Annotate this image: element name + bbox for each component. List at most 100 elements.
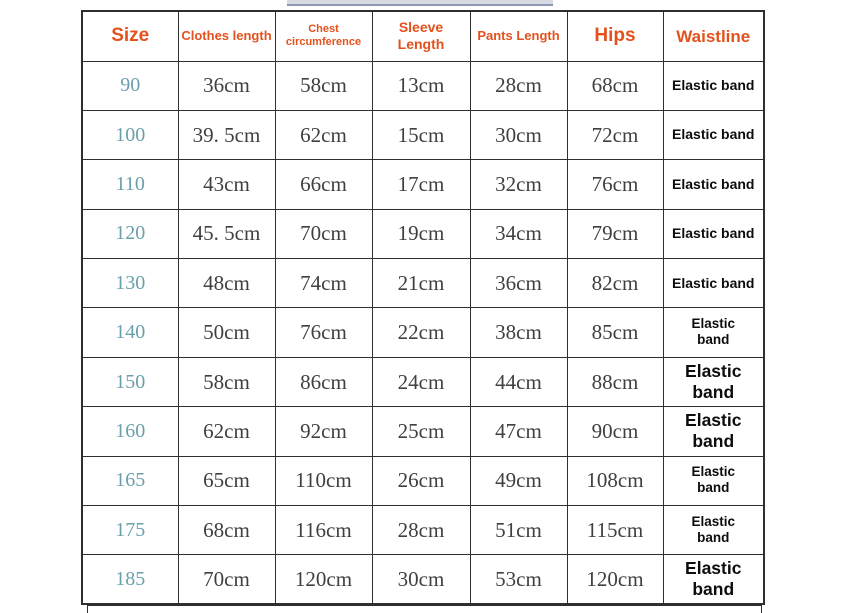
chest_circumference-cell: 66cm xyxy=(274,159,373,210)
table-row: 150 58cm 86cm 24cm 44cm 88cm Elastic band xyxy=(81,356,765,408)
size-table-body: 90 36cm 58cm 13cm 28cm 68cm Elastic band 100 39.… xyxy=(81,60,765,605)
waistline-value: Elastic band xyxy=(672,175,755,192)
size-chart-table: Size Clothes length Chest circumference Sle… xyxy=(81,10,765,606)
column-header-sleeve_length: Sleeve Length xyxy=(371,10,471,62)
clothes_length-cell: 48cm xyxy=(177,258,276,309)
waistline-value: Elastic band xyxy=(672,126,755,143)
size-cell: 140 xyxy=(81,307,179,358)
size-cell: 100 xyxy=(81,109,179,161)
chest_circumference-cell: 86cm xyxy=(274,356,373,408)
sleeve_length-cell: 28cm xyxy=(371,505,471,556)
table-row: 120 45. 5cm 70cm 19cm 34cm 79cm Elastic band xyxy=(81,208,765,260)
header-row: Size Clothes length Chest circumference Sle… xyxy=(81,10,765,62)
sleeve_length-cell: 25cm xyxy=(371,406,471,457)
column-header-pants_length: Pants Length xyxy=(469,10,568,62)
pants_length-cell: 28cm xyxy=(469,60,568,111)
waistline-value: Elastic band xyxy=(691,513,736,545)
hips-cell: 108cm xyxy=(566,455,664,507)
hips-cell: 68cm xyxy=(566,60,664,111)
chest_circumference-cell: 120cm xyxy=(274,554,373,605)
hips-cell: 115cm xyxy=(566,505,664,556)
size-cell: 130 xyxy=(81,258,179,309)
cropped-scrollbar-thumb xyxy=(287,0,553,6)
hips-cell: 90cm xyxy=(566,406,664,457)
table-row: 90 36cm 58cm 13cm 28cm 68cm Elastic band xyxy=(81,60,765,111)
table-row: 185 70cm 120cm 30cm 53cm 120cm Elastic band xyxy=(81,554,765,605)
column-header-hips: Hips xyxy=(566,10,664,62)
waistline-value: Elastic band xyxy=(685,360,742,402)
table-row: 130 48cm 74cm 21cm 36cm 82cm Elastic band xyxy=(81,258,765,309)
sleeve_length-cell: 19cm xyxy=(371,208,471,260)
waistline-value: Elastic band xyxy=(672,225,755,242)
sleeve_length-cell: 30cm xyxy=(371,554,471,605)
waistline-value: Elastic band xyxy=(691,464,736,496)
chest_circumference-cell: 110cm xyxy=(274,455,373,507)
waistline-value: Elastic band xyxy=(685,410,742,452)
chest_circumference-cell: 116cm xyxy=(274,505,373,556)
column-header-size: Size xyxy=(81,10,179,62)
column-header-clothes_length: Clothes length xyxy=(177,10,276,62)
waistline-cell: Elastic band xyxy=(662,356,765,408)
chest_circumference-cell: 70cm xyxy=(274,208,373,260)
chest_circumference-cell: 74cm xyxy=(274,258,373,309)
pants_length-cell: 44cm xyxy=(469,356,568,408)
table-row: 100 39. 5cm 62cm 15cm 30cm 72cm Elastic band xyxy=(81,109,765,161)
size-cell: 90 xyxy=(81,60,179,111)
clothes_length-cell: 62cm xyxy=(177,406,276,457)
waistline-cell: Elastic band xyxy=(662,258,765,309)
hips-cell: 72cm xyxy=(566,109,664,161)
pants_length-cell: 32cm xyxy=(469,159,568,210)
table-row: 175 68cm 116cm 28cm 51cm 115cm Elastic band xyxy=(81,505,765,556)
waistline-value: Elastic band xyxy=(685,558,742,600)
sleeve_length-cell: 24cm xyxy=(371,356,471,408)
pants_length-cell: 47cm xyxy=(469,406,568,457)
waistline-cell: Elastic band xyxy=(662,208,765,260)
clothes_length-cell: 50cm xyxy=(177,307,276,358)
pants_length-cell: 30cm xyxy=(469,109,568,161)
waistline-cell: Elastic band xyxy=(662,109,765,161)
sleeve_length-cell: 13cm xyxy=(371,60,471,111)
pants_length-cell: 34cm xyxy=(469,208,568,260)
clothes_length-cell: 39. 5cm xyxy=(177,109,276,161)
waistline-cell: Elastic band xyxy=(662,406,765,457)
chest_circumference-cell: 58cm xyxy=(274,60,373,111)
waistline-cell: Elastic band xyxy=(662,455,765,507)
pants_length-cell: 38cm xyxy=(469,307,568,358)
hips-cell: 76cm xyxy=(566,159,664,210)
clothes_length-cell: 43cm xyxy=(177,159,276,210)
clothes_length-cell: 70cm xyxy=(177,554,276,605)
column-header-chest_circumference: Chest circumference xyxy=(274,10,373,62)
size-cell: 185 xyxy=(81,554,179,605)
clothes_length-cell: 68cm xyxy=(177,505,276,556)
sleeve_length-cell: 22cm xyxy=(371,307,471,358)
hips-cell: 79cm xyxy=(566,208,664,260)
waistline-cell: Elastic band xyxy=(662,159,765,210)
pants_length-cell: 36cm xyxy=(469,258,568,309)
pants_length-cell: 51cm xyxy=(469,505,568,556)
size-cell: 150 xyxy=(81,356,179,408)
waistline-value: Elastic band xyxy=(691,315,736,348)
hips-cell: 85cm xyxy=(566,307,664,358)
table-row: 165 65cm 110cm 26cm 49cm 108cm Elastic band xyxy=(81,455,765,507)
next-table-top-edge xyxy=(87,604,762,613)
waistline-cell: Elastic band xyxy=(662,505,765,556)
chest_circumference-cell: 92cm xyxy=(274,406,373,457)
table-row: 110 43cm 66cm 17cm 32cm 76cm Elastic band xyxy=(81,159,765,210)
waistline-cell: Elastic band xyxy=(662,307,765,358)
table-row: 160 62cm 92cm 25cm 47cm 90cm Elastic band xyxy=(81,406,765,457)
size-cell: 120 xyxy=(81,208,179,260)
hips-cell: 82cm xyxy=(566,258,664,309)
clothes_length-cell: 45. 5cm xyxy=(177,208,276,260)
waistline-cell: Elastic band xyxy=(662,554,765,605)
size-cell: 160 xyxy=(81,406,179,457)
waistline-cell: Elastic band xyxy=(662,60,765,111)
clothes_length-cell: 36cm xyxy=(177,60,276,111)
hips-cell: 120cm xyxy=(566,554,664,605)
sleeve_length-cell: 26cm xyxy=(371,455,471,507)
waistline-value: Elastic band xyxy=(672,77,755,94)
sleeve_length-cell: 17cm xyxy=(371,159,471,210)
pants_length-cell: 53cm xyxy=(469,554,568,605)
sleeve_length-cell: 15cm xyxy=(371,109,471,161)
clothes_length-cell: 65cm xyxy=(177,455,276,507)
